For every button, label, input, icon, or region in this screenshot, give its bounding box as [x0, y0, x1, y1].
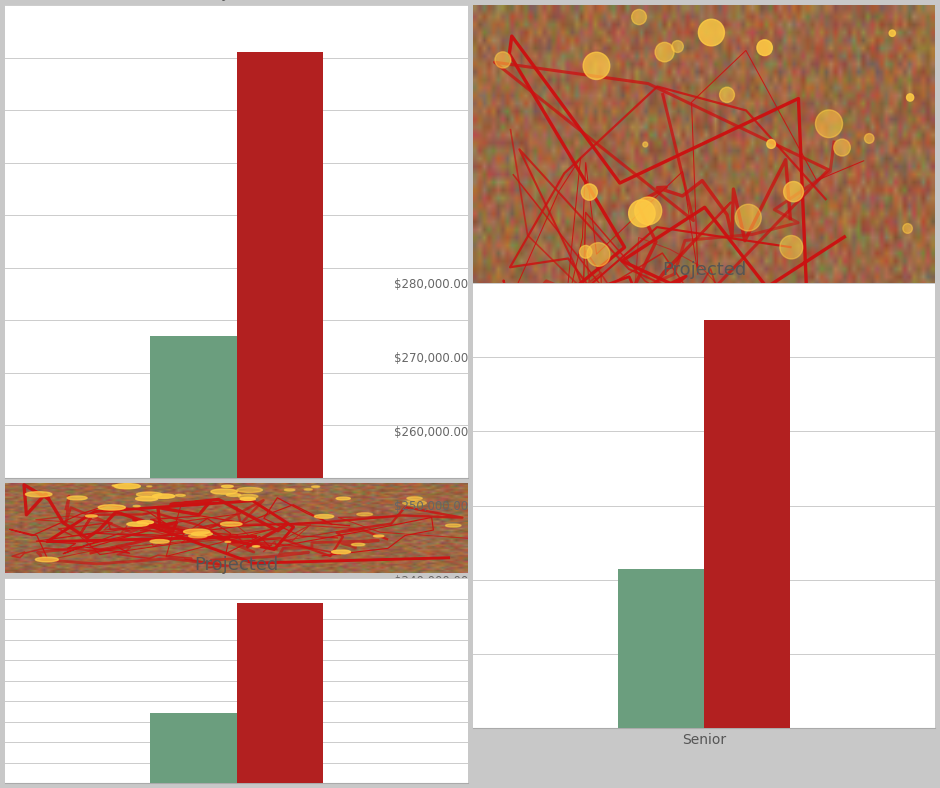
Circle shape — [127, 522, 149, 526]
Circle shape — [135, 496, 158, 501]
Circle shape — [614, 361, 632, 379]
Circle shape — [137, 521, 153, 524]
Circle shape — [86, 515, 97, 517]
Circle shape — [238, 495, 258, 498]
Circle shape — [189, 534, 207, 538]
Circle shape — [115, 484, 140, 489]
Circle shape — [192, 532, 212, 536]
Circle shape — [227, 493, 241, 496]
Circle shape — [332, 550, 351, 554]
Circle shape — [674, 451, 688, 466]
Circle shape — [553, 359, 570, 376]
Circle shape — [565, 438, 574, 448]
Circle shape — [352, 543, 365, 546]
Circle shape — [312, 486, 320, 488]
Bar — [237, 603, 323, 788]
Circle shape — [525, 390, 537, 402]
Circle shape — [136, 492, 162, 497]
Circle shape — [446, 524, 461, 527]
Circle shape — [587, 243, 610, 266]
Circle shape — [225, 541, 230, 542]
Circle shape — [608, 314, 628, 333]
Circle shape — [67, 496, 87, 500]
Circle shape — [902, 224, 913, 233]
Circle shape — [183, 529, 210, 534]
Circle shape — [901, 383, 926, 407]
Circle shape — [373, 535, 384, 537]
Circle shape — [767, 139, 776, 148]
Circle shape — [719, 87, 734, 102]
Circle shape — [583, 52, 610, 80]
Circle shape — [666, 378, 673, 385]
Circle shape — [580, 344, 606, 371]
Circle shape — [865, 134, 874, 143]
Circle shape — [221, 522, 242, 526]
Circle shape — [150, 540, 169, 543]
Circle shape — [112, 485, 118, 486]
Circle shape — [629, 200, 655, 227]
Circle shape — [784, 181, 804, 202]
Circle shape — [285, 489, 295, 491]
Title: Projected: Projected — [662, 261, 746, 279]
Circle shape — [655, 43, 674, 61]
Circle shape — [314, 515, 334, 519]
Circle shape — [838, 400, 845, 407]
Circle shape — [654, 367, 667, 381]
Circle shape — [253, 546, 259, 547]
Circle shape — [240, 497, 256, 500]
Circle shape — [25, 492, 52, 497]
Bar — [150, 336, 237, 788]
Circle shape — [816, 110, 842, 138]
Circle shape — [698, 19, 725, 46]
Circle shape — [402, 500, 427, 505]
Bar — [618, 568, 704, 788]
Circle shape — [650, 310, 670, 331]
Circle shape — [237, 488, 262, 492]
Title: Projected: Projected — [195, 556, 278, 574]
Circle shape — [634, 197, 662, 225]
Circle shape — [98, 505, 125, 510]
Circle shape — [495, 52, 510, 68]
Circle shape — [632, 9, 647, 24]
Circle shape — [407, 497, 422, 500]
Circle shape — [889, 30, 896, 36]
Circle shape — [906, 94, 914, 101]
Circle shape — [807, 348, 814, 355]
Circle shape — [757, 40, 773, 56]
Circle shape — [147, 486, 151, 487]
Circle shape — [643, 142, 648, 147]
Circle shape — [581, 184, 597, 200]
Circle shape — [176, 494, 185, 496]
Circle shape — [834, 139, 851, 156]
Circle shape — [337, 497, 351, 500]
Circle shape — [735, 204, 761, 231]
Circle shape — [672, 40, 683, 53]
Circle shape — [133, 505, 140, 507]
Circle shape — [152, 494, 175, 498]
Circle shape — [357, 513, 372, 516]
Bar — [704, 320, 791, 788]
Circle shape — [737, 372, 759, 395]
Bar — [237, 52, 323, 788]
Circle shape — [305, 489, 312, 490]
Circle shape — [36, 557, 58, 562]
Legend: 2024, 2025: 2024, 2025 — [179, 591, 294, 614]
Bar — [150, 713, 237, 788]
Circle shape — [211, 489, 237, 494]
Circle shape — [550, 382, 563, 396]
Circle shape — [650, 452, 676, 478]
Circle shape — [222, 485, 233, 488]
Circle shape — [579, 245, 592, 258]
Circle shape — [780, 236, 803, 259]
